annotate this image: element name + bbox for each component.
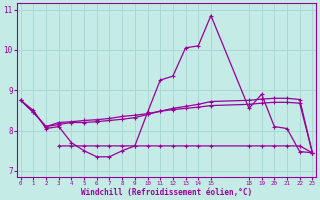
- X-axis label: Windchill (Refroidissement éolien,°C): Windchill (Refroidissement éolien,°C): [81, 188, 252, 197]
